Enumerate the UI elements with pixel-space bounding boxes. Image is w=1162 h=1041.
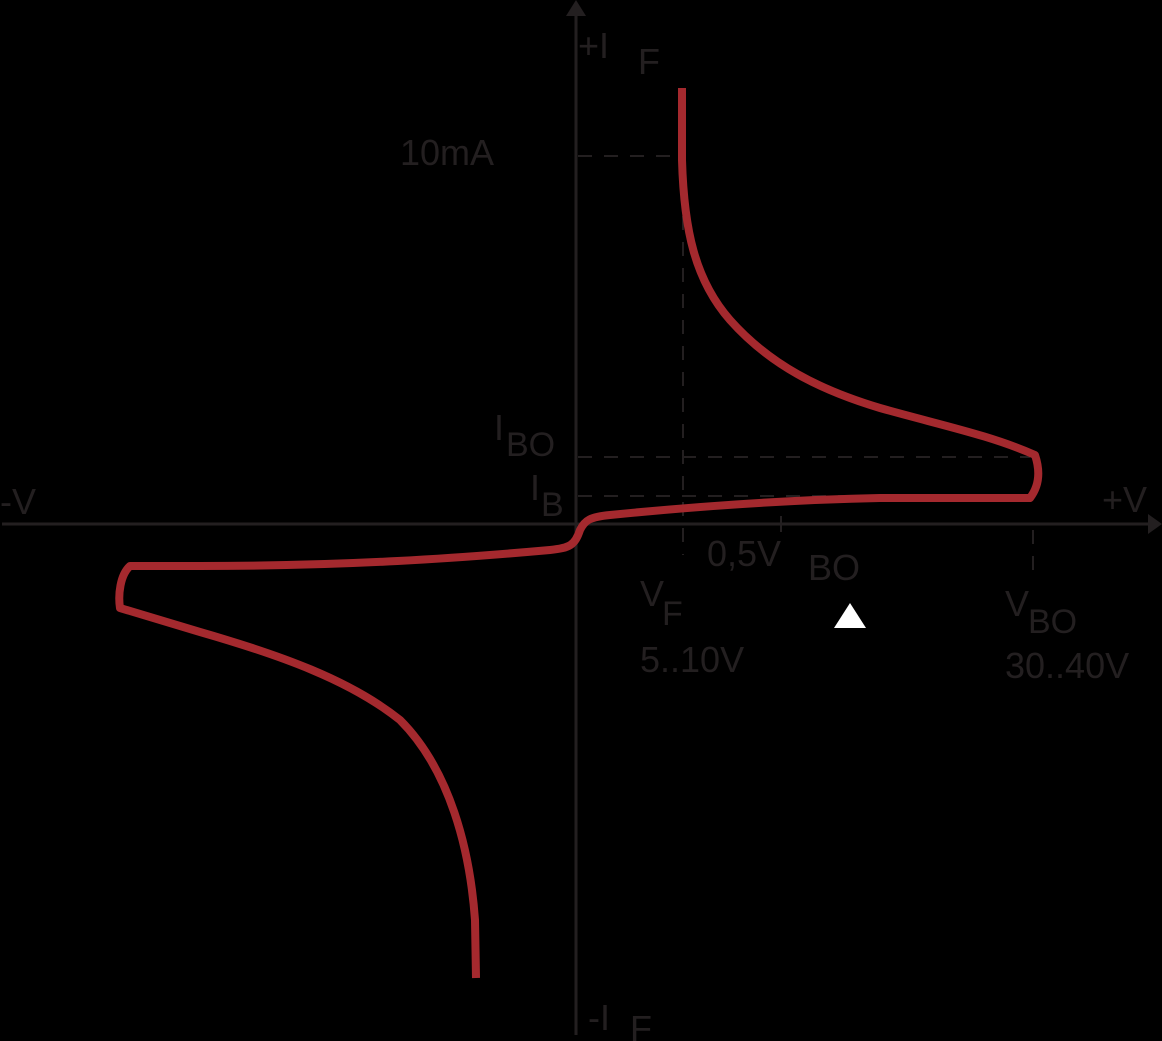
y-pos-label: +I xyxy=(578,25,609,66)
label-ibo-sub: BO xyxy=(506,426,555,464)
y-axis-arrow-icon xyxy=(566,0,586,16)
x-axis-arrow-icon xyxy=(1148,514,1162,534)
label-vbo-range: 30..40V xyxy=(1005,645,1129,686)
y-pos-sub: F xyxy=(638,41,660,82)
label-vbo-main: V xyxy=(1005,583,1029,624)
iv-curve xyxy=(115,88,1043,979)
label-ib-sub: B xyxy=(541,486,564,524)
label-10ma: 10mA xyxy=(400,132,494,173)
label-vf-main: V xyxy=(640,573,664,614)
y-neg-label: -I xyxy=(588,997,610,1038)
marker-triangle-icon xyxy=(834,603,866,628)
x-pos-label: +V xyxy=(1102,479,1147,520)
label-bo: BO xyxy=(808,547,860,588)
y-neg-sub: F xyxy=(630,1008,652,1041)
label-vf-range: 5..10V xyxy=(640,639,744,680)
label-vf-sub: F xyxy=(662,595,683,633)
x-neg-label: -V xyxy=(0,481,36,522)
label-05v: 0,5V xyxy=(707,533,781,574)
label-vbo-sub: BO xyxy=(1028,603,1077,641)
label-ib-main: I xyxy=(530,467,540,508)
label-ibo-main: I xyxy=(494,407,504,448)
